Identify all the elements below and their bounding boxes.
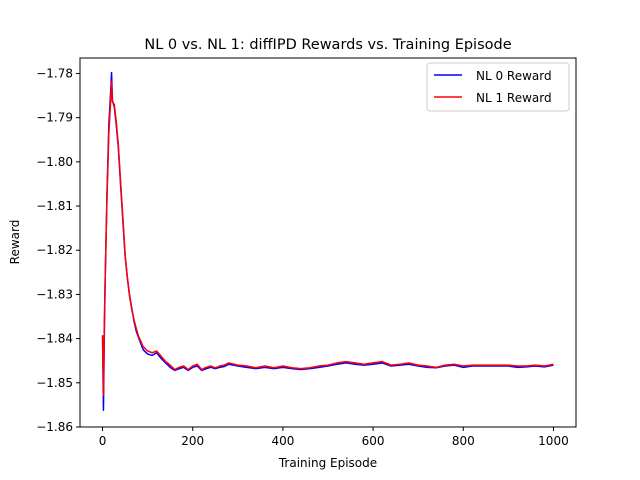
y-tick-label: −1.79 (36, 111, 73, 125)
y-axis-ticks: −1.86 −1.85 −1.84 −1.83 −1.82 −1.81 −1.80 −1.79… (36, 66, 80, 434)
x-axis-label: Training Episode (278, 456, 377, 470)
y-tick-label: −1.81 (36, 199, 73, 213)
legend-label-nl1: NL 1 Reward (476, 91, 552, 105)
x-tick-label: 600 (362, 434, 385, 448)
y-tick-label: −1.78 (36, 66, 73, 80)
y-tick-label: −1.85 (36, 376, 73, 390)
y-tick-label: −1.80 (36, 155, 73, 169)
y-tick-label: −1.84 (36, 332, 73, 346)
plot-area (79, 57, 577, 428)
y-tick-label: −1.83 (36, 287, 73, 301)
x-tick-label: 0 (99, 434, 107, 448)
legend-box (426, 62, 570, 112)
x-tick-label: 800 (452, 434, 475, 448)
x-tick-label: 400 (271, 434, 294, 448)
chart-title: NL 0 vs. NL 1: diffIPD Rewards vs. Train… (144, 37, 511, 53)
y-tick-label: −1.82 (36, 243, 73, 257)
legend-label-nl0: NL 0 Reward (476, 69, 552, 83)
x-tick-label: 200 (181, 434, 204, 448)
legend: NL 0 Reward NL 1 Reward (426, 62, 570, 112)
x-tick-label: 1000 (538, 434, 569, 448)
series-line-nl1 (101, 80, 554, 396)
y-tick-label: −1.86 (36, 420, 73, 434)
y-axis-label: Reward (8, 220, 22, 265)
x-axis-ticks: 0 200 400 600 800 1000 (99, 427, 569, 448)
axes-frame (79, 57, 577, 428)
series-layer (101, 71, 554, 411)
